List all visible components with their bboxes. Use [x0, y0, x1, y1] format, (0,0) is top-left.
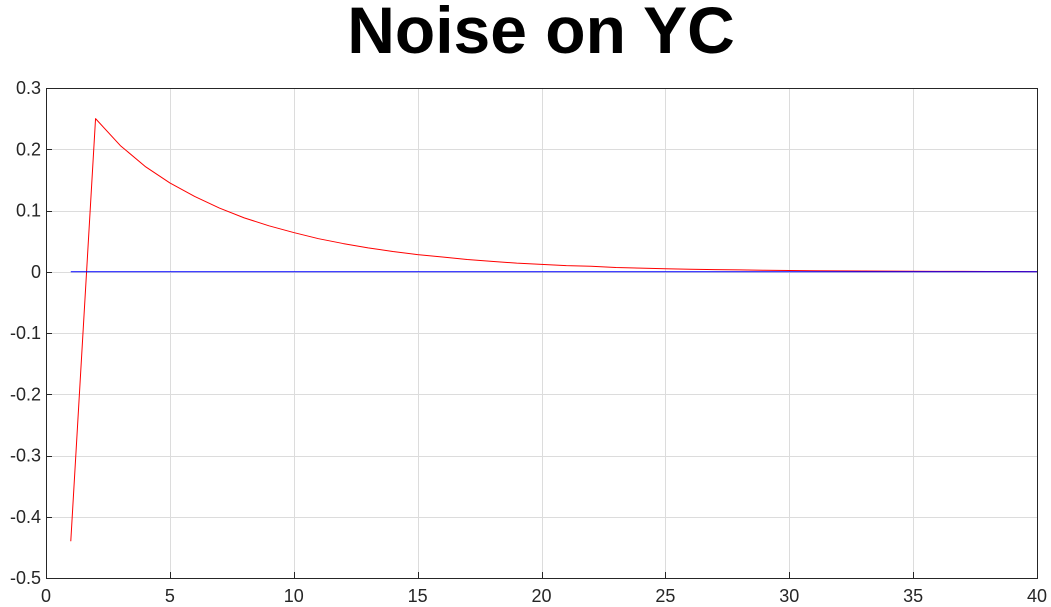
- y-tick-label: 0: [31, 262, 41, 282]
- y-tick-label: -0.2: [10, 384, 41, 404]
- x-tick-label: 10: [284, 586, 304, 606]
- chart-title: Noise on YC: [347, 0, 735, 67]
- x-tick-label: 40: [1027, 586, 1047, 606]
- x-tick-label: 5: [165, 586, 175, 606]
- y-tick-label: 0.2: [16, 139, 41, 159]
- y-tick-label: 0.1: [16, 201, 41, 221]
- y-tick-label: -0.3: [10, 446, 41, 466]
- x-tick-label: 0: [41, 586, 51, 606]
- y-tick-label: -0.1: [10, 323, 41, 343]
- x-tick-label: 25: [655, 586, 675, 606]
- x-tick-label: 15: [408, 586, 428, 606]
- series-line-1: [70, 118, 1038, 542]
- x-tick-label: 30: [779, 586, 799, 606]
- grid: [46, 88, 1038, 579]
- x-tick-label: 20: [531, 586, 551, 606]
- axis-ticks: [46, 88, 1038, 579]
- y-tick-label: -0.4: [10, 507, 41, 527]
- x-axis-tick-labels: 0 5 10 15 20 25 30 35 40: [41, 586, 1047, 606]
- plot-series: [70, 118, 1038, 542]
- x-tick-label: 35: [903, 586, 923, 606]
- y-tick-label: 0.3: [16, 78, 41, 98]
- y-tick-label: -0.5: [10, 568, 41, 588]
- y-axis-tick-labels: -0.5 -0.4 -0.3 -0.2 -0.1 0 0.1 0.2 0.3: [10, 78, 41, 588]
